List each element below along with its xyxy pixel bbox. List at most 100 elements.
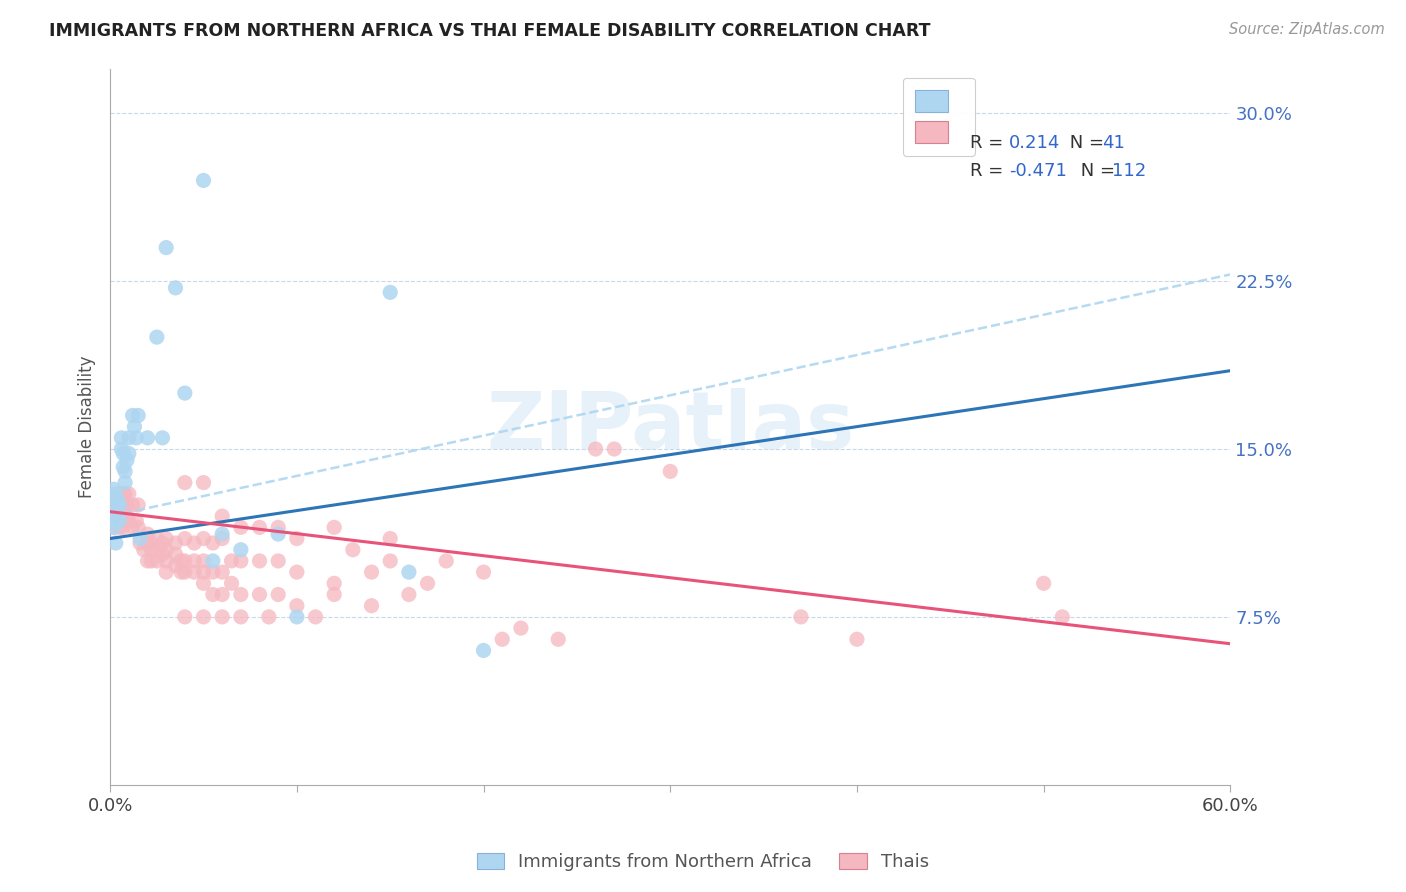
Point xyxy=(201,565,224,579)
Point xyxy=(107,493,129,508)
Point xyxy=(193,173,215,187)
Point xyxy=(211,610,233,624)
Point xyxy=(434,554,457,568)
Point xyxy=(124,419,146,434)
Point xyxy=(112,446,135,460)
Point xyxy=(114,514,136,528)
Point xyxy=(136,554,159,568)
Point xyxy=(229,610,252,624)
Point xyxy=(103,514,125,528)
Text: R =: R = xyxy=(970,161,1008,179)
Point xyxy=(103,483,125,497)
Point xyxy=(101,509,124,524)
Point xyxy=(127,409,149,423)
Point xyxy=(121,520,143,534)
Point xyxy=(110,505,132,519)
Point xyxy=(285,565,308,579)
Text: Source: ZipAtlas.com: Source: ZipAtlas.com xyxy=(1229,22,1385,37)
Point xyxy=(127,498,149,512)
Point xyxy=(112,498,135,512)
Point xyxy=(585,442,607,456)
Point xyxy=(183,554,205,568)
Point xyxy=(155,554,177,568)
Point xyxy=(103,491,125,506)
Point xyxy=(211,587,233,601)
Point xyxy=(136,527,159,541)
Point xyxy=(115,514,138,528)
Point xyxy=(104,536,127,550)
Point xyxy=(146,532,169,546)
Point xyxy=(127,520,149,534)
Point xyxy=(1052,610,1074,624)
Point xyxy=(267,554,290,568)
Point xyxy=(398,565,420,579)
Point xyxy=(104,505,127,519)
Text: -0.471: -0.471 xyxy=(1010,161,1067,179)
Point xyxy=(104,505,127,519)
Text: N =: N = xyxy=(1064,134,1109,152)
Point xyxy=(509,621,531,635)
Point xyxy=(118,514,141,528)
Text: 41: 41 xyxy=(1102,134,1125,152)
Point xyxy=(211,527,233,541)
Point xyxy=(472,643,495,657)
Point xyxy=(845,632,868,647)
Point xyxy=(112,459,135,474)
Point xyxy=(211,565,233,579)
Point xyxy=(193,565,215,579)
Legend: Immigrants from Northern Africa, Thais: Immigrants from Northern Africa, Thais xyxy=(470,846,936,879)
Point xyxy=(249,587,271,601)
Point xyxy=(141,554,163,568)
Point xyxy=(380,532,402,546)
Point xyxy=(115,498,138,512)
Point xyxy=(229,587,252,601)
Point xyxy=(152,431,174,445)
Point xyxy=(285,599,308,613)
Point xyxy=(249,554,271,568)
Point xyxy=(112,487,135,501)
Point xyxy=(136,536,159,550)
Point xyxy=(285,610,308,624)
Point xyxy=(108,498,131,512)
Point xyxy=(603,442,626,456)
Point xyxy=(790,610,813,624)
Text: 0.214: 0.214 xyxy=(1010,134,1060,152)
Point xyxy=(107,487,129,501)
Point xyxy=(155,241,177,255)
Point xyxy=(108,514,131,528)
Text: ZIPatlas: ZIPatlas xyxy=(486,388,855,466)
Point xyxy=(491,632,513,647)
Point xyxy=(285,532,308,546)
Point xyxy=(201,536,224,550)
Point xyxy=(193,554,215,568)
Point xyxy=(380,554,402,568)
Point xyxy=(132,542,155,557)
Point xyxy=(155,542,177,557)
Point xyxy=(155,532,177,546)
Point xyxy=(659,464,682,478)
Point xyxy=(104,487,127,501)
Point xyxy=(146,330,169,344)
Point xyxy=(173,554,195,568)
Point xyxy=(1032,576,1054,591)
Point xyxy=(104,498,127,512)
Y-axis label: Female Disability: Female Disability xyxy=(79,355,96,498)
Point xyxy=(110,442,132,456)
Point xyxy=(472,565,495,579)
Point xyxy=(380,285,402,300)
Point xyxy=(155,565,177,579)
Point xyxy=(141,536,163,550)
Point xyxy=(125,431,148,445)
Text: 112: 112 xyxy=(1112,161,1146,179)
Point xyxy=(125,514,148,528)
Point xyxy=(304,610,326,624)
Point xyxy=(103,520,125,534)
Point xyxy=(173,532,195,546)
Point xyxy=(152,536,174,550)
Point xyxy=(360,599,382,613)
Point xyxy=(101,514,124,528)
Text: IMMIGRANTS FROM NORTHERN AFRICA VS THAI FEMALE DISABILITY CORRELATION CHART: IMMIGRANTS FROM NORTHERN AFRICA VS THAI … xyxy=(49,22,931,40)
Point xyxy=(183,565,205,579)
Point xyxy=(114,487,136,501)
Point xyxy=(165,547,187,561)
